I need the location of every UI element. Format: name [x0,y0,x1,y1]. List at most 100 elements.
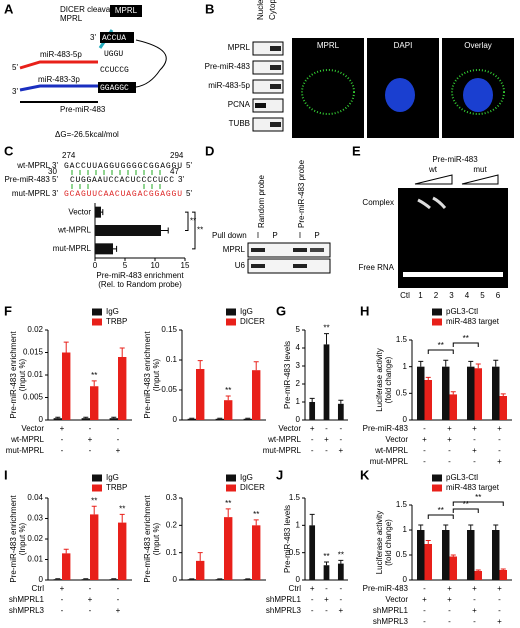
error-bar [418,524,424,530]
error-bar [225,395,231,401]
y-tick-label: 0 [173,415,178,424]
band [270,122,281,127]
error-bar [475,363,481,369]
gradient [414,174,499,185]
lane: 4 [465,291,470,300]
row-label: miR-483-5p [208,81,250,90]
panel-letter: D [205,143,214,158]
pairing [71,184,161,189]
x-axis-label: Pre-miR-483 enrichment [96,271,184,280]
error-bar [83,416,89,419]
error-bar [63,341,69,353]
y-tick-label: 0.02 [27,325,43,334]
condition-sign: - [89,606,92,615]
legend-label: pGL3-Ctl [446,473,478,482]
y-tick-label: 4 [296,343,301,352]
legend-label: IgG [240,307,253,316]
bar [243,579,252,580]
x-tick-label: 0 [93,261,98,270]
y-tick-label: 1 [403,525,408,534]
row-label: U6 [235,261,246,270]
seq-name: wt-MPRL 3' [16,161,58,170]
label: miR-483-3p [38,75,80,84]
error-bar [225,508,231,518]
bar [309,525,316,580]
bar [187,418,196,420]
band [270,65,281,70]
legend-swatch [92,308,102,316]
label: 3' [12,87,18,96]
row-label: MPRL [223,245,246,254]
condition-sign: - [498,595,501,604]
gel [398,188,508,288]
y-axis-label: Pre-miR-483 enrichment [9,495,18,583]
row-label: Pre-miR-483 [205,62,251,71]
lane: 5 [480,291,485,300]
condition-sign: + [422,595,427,604]
condition-sign: - [61,606,64,615]
image-label: DAPI [394,41,413,50]
condition-sign: - [325,584,328,593]
error-bar [197,552,203,561]
condition-sign: - [117,424,120,433]
condition-label: Vector [278,424,301,433]
condition-sign: - [448,446,451,455]
error-bar [450,554,456,557]
bar [323,565,330,580]
y-tick-label: 0.02 [27,534,43,543]
position: 47 [170,167,179,176]
label: miR-483-5p [40,50,82,59]
condition-label: shMPRL3 [9,606,45,615]
bar [53,418,62,420]
y-tick-label: 0 [39,415,44,424]
pairing [71,170,161,175]
y-tick-label: 0.5 [289,548,301,557]
condition-sign: - [311,435,314,444]
panel-letter: G [276,303,286,318]
error-bar [425,540,431,544]
panel-letter: A [4,1,14,16]
condition-sign: - [448,617,451,626]
fraction-label: Cytoplasm [268,0,277,20]
lane: P [314,231,319,240]
bar [62,553,71,580]
y-tick-label: 3 [296,361,301,370]
significance: ** [225,386,231,395]
error-bar [418,360,424,367]
condition-sign: - [473,457,476,466]
label: 5' [12,63,18,72]
bar [95,206,101,218]
error-bar [493,524,499,530]
condition-label: wt-MPRL [267,435,301,444]
y-tick-label: 0.15 [161,325,177,334]
y-tick-label: 1.5 [289,493,301,502]
bar [309,402,316,420]
condition-sign: - [423,617,426,626]
panel-letter: J [276,467,283,482]
legend-swatch [92,474,102,482]
bracket [427,514,454,519]
end: 5' [186,189,192,198]
annotation: ** [438,506,444,515]
y-tick-label: 1 [296,397,301,406]
y-axis-label: (Input %) [18,358,27,391]
seq-name: Pre-miR-483 5' [4,175,58,184]
bar [224,400,233,420]
image-label: MPRL [317,41,340,50]
condition-sign: - [473,595,476,604]
error-bar [425,376,431,380]
condition-sign: + [497,457,502,466]
bar [224,517,233,580]
condition-sign: + [88,595,93,604]
sequence: ACCUA [102,34,126,43]
legend-label: DICER [240,317,265,326]
condition-label: shMPRL1 [373,606,409,615]
lane: I [299,231,301,240]
sequence: GACCUUAGGUGGGGCGGAGGU [64,162,182,171]
bar [81,579,90,580]
bracket [185,211,189,231]
error-bar [493,359,499,367]
condition-sign: + [338,446,343,455]
y-tick-label: 1.5 [396,500,408,509]
panel-b: B Nucleus Cytoplasm MPRL Pre-miR-483 miR-4… [205,0,514,138]
